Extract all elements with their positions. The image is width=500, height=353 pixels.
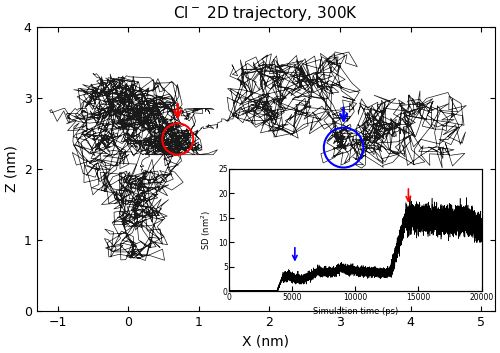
Y-axis label: Z (nm): Z (nm) (4, 145, 18, 192)
X-axis label: X (nm): X (nm) (242, 335, 290, 349)
Title: Cl$^-$ 2D trajectory, 300K: Cl$^-$ 2D trajectory, 300K (174, 4, 358, 23)
